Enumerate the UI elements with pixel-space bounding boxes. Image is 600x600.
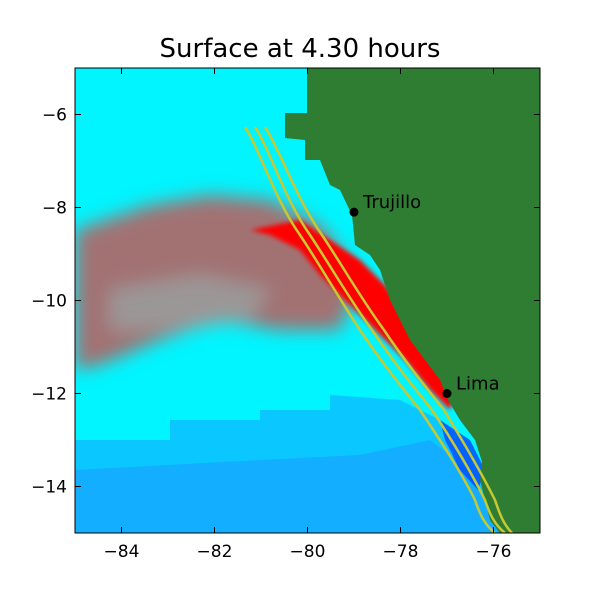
place-marker: [442, 389, 452, 398]
x-tick-label: −80: [290, 542, 326, 562]
place-label: Lima: [456, 374, 500, 395]
land-area: [285, 68, 540, 533]
ticks-layer: −84 −82 −80 −78 −76 −6 −8 −10 −12 −14: [31, 68, 540, 562]
nearshore-blue-zone: [440, 420, 485, 490]
nearshore-red-band: [250, 220, 455, 410]
map-plot-area: Trujillo Lima: [75, 68, 540, 533]
y-tick-label: −8: [42, 199, 67, 219]
y-tick-label: −10: [31, 292, 67, 312]
map-title: Surface at 4.30 hours: [159, 34, 441, 64]
y-tick-label: −12: [31, 385, 67, 405]
places-layer: Trujillo Lima: [349, 192, 500, 398]
y-tick-label: −14: [31, 478, 67, 498]
place-marker: [349, 207, 359, 217]
x-tick-label: −76: [476, 542, 512, 562]
southern-deep-blue-region: [75, 440, 500, 533]
y-tick-label: −6: [42, 106, 67, 126]
depth-contours: [243, 126, 513, 533]
x-tick-label: −82: [197, 542, 233, 562]
x-tick-label: −78: [383, 542, 419, 562]
x-tick-label: −84: [104, 542, 140, 562]
place-label: Trujillo: [362, 192, 421, 213]
